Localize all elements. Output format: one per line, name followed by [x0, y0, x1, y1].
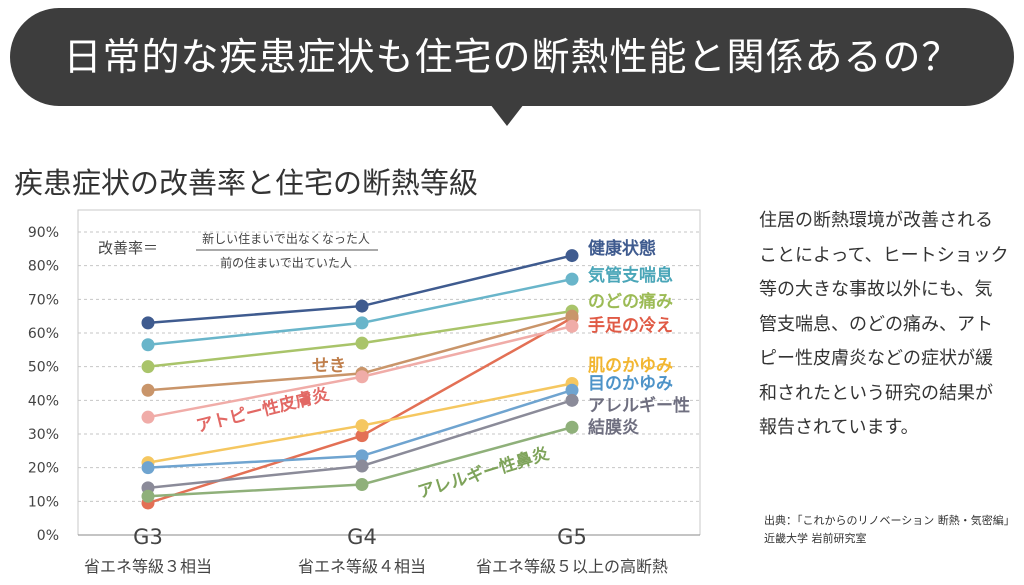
data-point: [355, 478, 369, 491]
data-point: [565, 383, 579, 397]
data-point: [565, 420, 579, 434]
x-category-sublabel: 省エネ等級３相当: [84, 557, 212, 576]
series-label: 健康状態: [588, 238, 656, 259]
formula-label: 改善率＝: [98, 239, 158, 257]
data-point: [565, 272, 579, 286]
data-point: [141, 338, 155, 352]
data-point: [355, 299, 369, 313]
source-line-1: 出典：「これからのリノベーション 断熱・気密編」: [764, 514, 1015, 527]
data-point: [355, 316, 369, 330]
y-tick-label: 40%: [28, 393, 59, 409]
data-point: [355, 370, 369, 384]
data-point: [141, 383, 155, 397]
banner-pointer: [490, 104, 524, 126]
formula-denominator: 前の住まいで出ていた人: [220, 255, 352, 270]
series-label: アトピー性皮膚炎: [194, 384, 331, 437]
description-text: 住居の断熱環境が改善されることによって、ヒートショック等の大きな事故以外にも、気…: [759, 210, 1009, 438]
banner-title: 日常的な疾患症状も住宅の断熱性能と関係あるの？: [63, 35, 961, 79]
series-label: 目のかゆみ: [588, 374, 673, 394]
y-tick-label: 50%: [28, 360, 59, 376]
data-point: [141, 489, 155, 503]
y-tick-label: 70%: [28, 292, 59, 308]
title-banner: [10, 8, 1014, 106]
data-point: [355, 429, 369, 443]
chart-title: 疾患症状の改善率と住宅の断熱等級: [14, 166, 479, 200]
data-point: [355, 336, 369, 350]
series-label: のどの痛み: [588, 291, 673, 312]
data-point: [355, 419, 369, 433]
x-tick-label: G4: [347, 525, 377, 549]
y-tick-label: 80%: [28, 259, 59, 275]
source-citation: 出典：「これからのリノベーション 断熱・気密編」 近畿大学 岩前研究室: [764, 512, 1015, 548]
data-point: [141, 316, 155, 330]
data-point: [141, 461, 155, 475]
formula-numerator: 新しい住まいで出なくなった人: [202, 231, 370, 246]
data-point: [355, 449, 369, 463]
x-category-sublabel: 省エネ等級４相当: [298, 557, 426, 576]
y-tick-label: 30%: [28, 427, 59, 443]
y-tick-label: 60%: [28, 326, 59, 342]
x-tick-label: G3: [133, 525, 163, 549]
series-label: せき: [312, 356, 346, 376]
source-line-2: 近畿大学 岩前研究室: [764, 532, 867, 545]
plot-frame: [77, 209, 701, 535]
series-label: 肌のかゆみ: [588, 356, 673, 376]
data-point: [565, 249, 579, 263]
x-category-sublabel: 省エネ等級５以上の高断熱: [476, 557, 668, 576]
y-tick-label: 90%: [28, 225, 59, 241]
y-tick-label: 20%: [28, 461, 59, 477]
series-label: アレルギー性: [588, 395, 690, 416]
y-tick-label: 0%: [37, 528, 59, 544]
data-point: [565, 309, 579, 323]
series-label: 手足の冷え: [588, 315, 673, 336]
data-point: [141, 410, 155, 424]
x-tick-label: G5: [557, 525, 587, 549]
series-label: 結膜炎: [588, 417, 639, 438]
data-point: [355, 459, 369, 473]
series-label: 気管支喘息: [587, 265, 673, 286]
data-point: [141, 360, 155, 374]
y-tick-label: 10%: [28, 494, 59, 510]
data-point: [565, 319, 579, 333]
data-point: [565, 393, 579, 407]
